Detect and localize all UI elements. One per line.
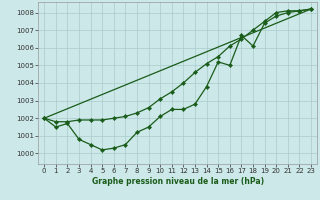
X-axis label: Graphe pression niveau de la mer (hPa): Graphe pression niveau de la mer (hPa) [92, 177, 264, 186]
